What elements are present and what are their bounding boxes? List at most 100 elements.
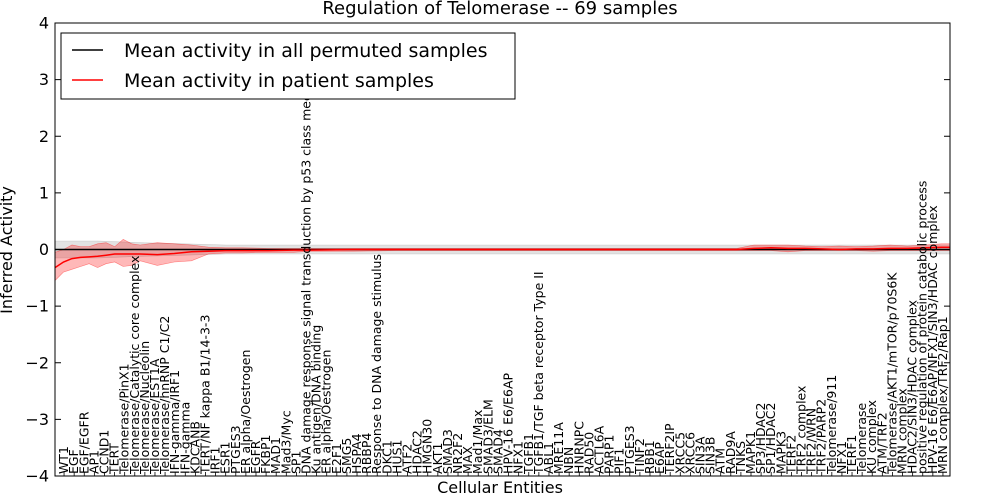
x-tick-label: ESR1 <box>218 442 233 474</box>
x-tick-label: MRE11A <box>551 422 566 474</box>
x-tick-label: TRF2/WRN <box>804 408 819 475</box>
x-tick-label: PTGES3 <box>622 425 637 474</box>
x-tick-label: TGFB1/TGF beta receptor Type II <box>531 271 546 475</box>
x-tick-label: EGF <box>66 449 81 474</box>
y-tick-label: −3 <box>25 410 49 429</box>
x-axis-label: Cellular Entities <box>437 478 563 497</box>
x-tick-label: SP1 <box>288 451 303 474</box>
x-tick-label: HPV-16 E6/E6AP <box>501 372 516 474</box>
x-tick-label: Mad3/Myc <box>278 410 293 474</box>
x-tick-label: EGF/EGFR <box>76 411 91 474</box>
x-tick-label: Telomerase/PinX1 <box>117 363 132 475</box>
x-tick-label: SMAD3 <box>440 429 455 474</box>
x-tick-label: Telomerase/Nucleolin <box>137 341 152 475</box>
x-tick-label: TERF2IP <box>662 423 677 475</box>
x-tick-label: MAPK1 <box>743 431 758 474</box>
x-tick-label: HPV-16 E6/E6AP/NFX1/SIN3/HDAC complex <box>925 205 940 474</box>
x-tick-label: NFX1 <box>511 441 526 474</box>
x-tick-label: WT1 <box>56 446 71 474</box>
y-tick-label: 0 <box>39 240 49 259</box>
x-tick-label: Telomerase/AKT1/mTOR/p70S6K <box>884 272 899 475</box>
y-tick-label: −2 <box>25 353 49 372</box>
x-tick-label: SMG5 <box>339 438 354 474</box>
x-tick-label: SP1/HDAC2 <box>763 403 778 474</box>
x-tick-label: IRF1 <box>208 446 223 474</box>
x-tick-label: HSPA4 <box>349 433 364 474</box>
x-tick-label: MRN complex/TRF2/Rap1 <box>935 316 950 474</box>
x-tick-label: Ku antigen/DNA binding <box>309 325 324 474</box>
x-tick-label: KDCANB <box>187 421 202 474</box>
x-tick-label: Telomerase/hnRNP C1/C2 <box>157 316 172 475</box>
x-tick-label: RBB1 <box>642 440 657 474</box>
x-tick-label: MAD1 <box>268 437 283 474</box>
x-tick-label: Telomerase/Catalytic core complex <box>127 256 142 475</box>
x-tick-label: TERT <box>107 443 122 475</box>
legend-entry-1: Mean activity in all permuted samples <box>124 40 487 62</box>
x-tick-label: FKBP1 <box>258 435 273 474</box>
x-tick-label: TGFB1 <box>521 433 536 475</box>
x-tick-label: positive regulation of protein catabolic… <box>915 181 930 474</box>
x-tick-label: ABL1 <box>541 442 556 474</box>
y-tick-label: −1 <box>25 297 49 316</box>
legend-entry-2: Mean activity in patient samples <box>124 70 434 92</box>
x-tick-label: SMAD4 <box>490 429 505 474</box>
y-tick-label: 1 <box>39 183 49 202</box>
x-tick-label: HDAC2 <box>410 430 425 474</box>
x-tick-label: SIN3A <box>693 436 708 474</box>
x-tick-label: RAD9A <box>723 431 738 474</box>
x-tick-label: HDAC2/SIN3/HDAC complex <box>905 300 920 474</box>
x-tick-label: DKC1 <box>379 440 394 474</box>
x-tick-label: Telomerase/911 <box>824 375 839 475</box>
x-tick-label: NR2F2 <box>450 433 465 474</box>
x-tick-label: MRN complex <box>895 388 910 474</box>
x-tick-label: ER alpha/Oestrogen <box>319 350 334 474</box>
x-tick-label: XRCC5 <box>672 432 687 474</box>
y-tick-label: 2 <box>39 127 49 146</box>
x-tick-label: TRF2/PARP2 <box>814 399 829 475</box>
y-tick-label: 4 <box>39 14 49 33</box>
x-tick-label: SIN3B <box>703 437 718 475</box>
x-tick-label: TERF1 <box>844 435 859 475</box>
x-tick-label: TERF2 <box>783 435 798 475</box>
x-tick-label: TERT/NF kappa B1/14-3-3 <box>198 315 213 475</box>
x-tick-label: PTGES3 <box>228 425 243 474</box>
x-tick-label: KU complex <box>864 400 879 474</box>
x-tick-label: ATM <box>713 448 728 474</box>
x-tick-label: HMGN30 <box>420 419 435 474</box>
x-tick-label: XRCC6 <box>682 432 697 474</box>
x-tick-label: HNRNPC <box>571 421 586 474</box>
series-line-2 <box>54 246 950 269</box>
x-tick-label: TRF2 complex <box>794 386 809 475</box>
chart-title: Regulation of Telomerase -- 69 samples <box>322 0 677 19</box>
y-tick-label: −4 <box>25 467 49 486</box>
x-tick-label: HUS1 <box>389 440 404 474</box>
x-tick-label: Telomerase/EST1A <box>147 358 162 475</box>
x-tick-label: E6AP <box>652 442 667 474</box>
plot-area: 43210−1−2−3−4WT1EGFEGF/EGFRAP1CCND1TERTT… <box>25 14 951 486</box>
y-axis-label: Inferred Activity <box>0 186 16 314</box>
x-tick-label: Mad1/Max <box>470 410 485 474</box>
y-tick-label: 3 <box>39 70 49 89</box>
x-tick-label: RBBP4 <box>359 433 374 474</box>
x-tick-label: IFN-gamma <box>177 402 192 474</box>
x-tick-label: ACTL6A <box>592 425 607 474</box>
x-tick-label: SP3/HDAC2 <box>753 403 768 474</box>
legend: Mean activity in all permuted samples Mea… <box>60 32 516 100</box>
x-tick-label: TNKS <box>733 441 748 475</box>
x-tick-label: EGFR <box>248 440 263 474</box>
x-tick-label: ATF2 <box>400 444 415 474</box>
x-tick-label: IFN-gamma/IRF1 <box>167 370 182 474</box>
x-tick-label: NBN <box>561 447 576 474</box>
x-tick-label: PIF1 <box>612 448 627 474</box>
x-tick-label: DNA damage response signal transduction … <box>299 63 314 474</box>
x-tick-label: SMAD3/ELM <box>480 399 495 474</box>
x-tick-label: Response to DNA damage stimulus <box>369 254 384 474</box>
x-tick-label: ATM/TRF2 <box>874 412 889 474</box>
x-tick-label: ER alpha/Oestrogen <box>238 350 253 474</box>
x-tick-label: Telomerase <box>854 402 869 475</box>
x-tick-label: AP1 <box>86 450 101 474</box>
x-tick-label: AKT1 <box>430 443 445 474</box>
x-tick-label: TINF2 <box>632 438 647 475</box>
x-tick-label: CCND1 <box>97 430 112 474</box>
